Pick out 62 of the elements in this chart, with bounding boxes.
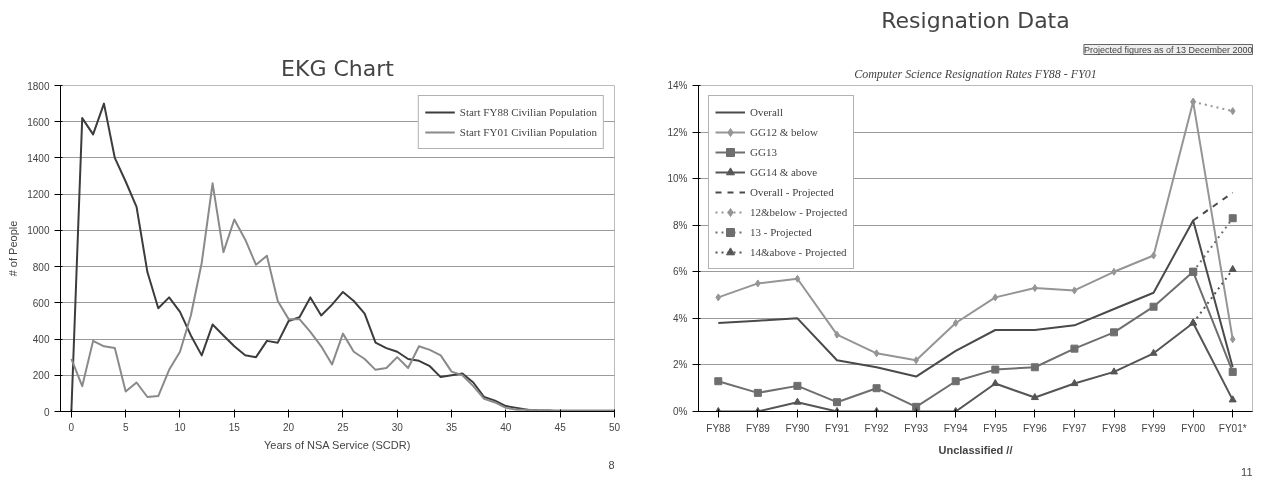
x-tick-label: 10 <box>174 421 186 433</box>
y-tick-label: 10% <box>667 173 688 185</box>
x-tick-label: FY96 <box>1022 422 1048 434</box>
legend-label: GG13 <box>750 146 777 158</box>
x-tick-label: FY98 <box>1102 422 1127 434</box>
y-tick-label: 1600 <box>27 116 50 128</box>
y-tick-label: 0% <box>673 406 688 417</box>
y-tick-label: 1800 <box>27 80 50 92</box>
legend-label: GG14 & above <box>750 166 818 178</box>
text: 8 <box>608 458 615 471</box>
y-tick-label: 12% <box>667 126 688 138</box>
x-tick-label: FY88 <box>706 422 731 434</box>
legend-label: 13 - Projected <box>750 226 812 238</box>
y-tick-label: 200 <box>32 370 50 382</box>
x-tick-label: FY90 <box>785 422 810 434</box>
x-tick-label: FY92 <box>864 422 889 434</box>
y-tick-label: 14% <box>667 80 688 91</box>
chart-title: Resignation Data <box>881 7 1070 33</box>
x-tick-label: FY93 <box>904 422 929 434</box>
x-tick-label: FY00 <box>1181 422 1206 434</box>
x-tick-label: 25 <box>337 421 349 433</box>
x-tick-label: 50 <box>608 421 621 433</box>
y-tick-label: 600 <box>32 297 50 309</box>
legend-label: Start FY88 Civilian Population <box>459 106 597 118</box>
x-tick-label: 20 <box>283 421 295 433</box>
legend-label: 12&below - Projected <box>750 206 848 218</box>
x-tick-label: 15 <box>228 421 241 433</box>
x-tick-label: 5 <box>122 421 129 433</box>
text: Unclassified // <box>938 443 1013 456</box>
chart-subtitle: Computer Science Resignation Rates FY88 - FY01 <box>854 66 1097 81</box>
y-tick-label: 0 <box>43 406 50 418</box>
y-tick-label: 800 <box>32 261 50 273</box>
y-tick-label: 2% <box>673 359 688 371</box>
x-tick-label: FY95 <box>983 422 1008 434</box>
y-tick-label: 400 <box>32 334 50 346</box>
x-tick-label: 30 <box>391 421 404 433</box>
legend-label: 14&above - Projected <box>750 246 847 258</box>
y-axis-title: # of People <box>7 220 20 277</box>
x-axis-title: Years of NSA Service (SCDR) <box>264 438 411 451</box>
legend-label: GG12 & below <box>750 126 818 138</box>
text: 11 <box>1241 465 1253 478</box>
legend-label: Start FY01 Civilian Population <box>459 126 597 138</box>
x-tick-label: 40 <box>500 421 512 433</box>
x-tick-label: FY01* <box>1218 422 1247 434</box>
x-tick-label: 35 <box>446 421 458 433</box>
y-tick-label: 1400 <box>27 152 50 164</box>
x-tick-label: FY94 <box>943 422 969 434</box>
chart-title: EKG Chart <box>281 55 395 81</box>
y-tick-label: 6% <box>673 266 688 278</box>
text: Projected figures as of 13 December 2000 <box>1083 44 1253 55</box>
x-tick-label: FY89 <box>745 422 771 434</box>
legend-label: Overall <box>750 106 783 118</box>
legend-label: Overall - Projected <box>750 186 834 198</box>
y-tick-label: 4% <box>673 312 688 324</box>
x-tick-label: FY97 <box>1062 422 1087 434</box>
x-tick-label: FY99 <box>1141 422 1166 434</box>
x-tick-label: 0 <box>68 421 75 433</box>
x-tick-label: 45 <box>554 421 567 433</box>
y-tick-label: 8% <box>673 219 688 231</box>
y-tick-label: 1200 <box>27 189 50 201</box>
y-tick-label: 1000 <box>27 225 50 237</box>
x-tick-label: FY91 <box>825 422 850 434</box>
